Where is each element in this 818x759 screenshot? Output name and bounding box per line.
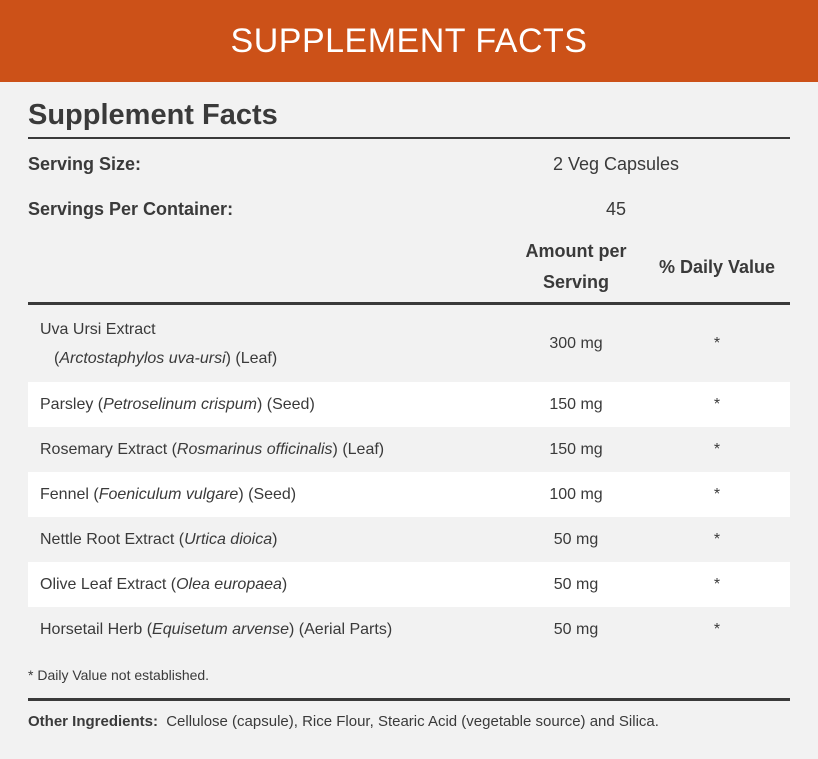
ingredient-amount: 50 mg	[553, 620, 599, 638]
ingredient-daily-value: *	[713, 395, 721, 413]
ingredient-amount: 300 mg	[549, 334, 603, 352]
serving-size-value: 2 Veg Capsules	[552, 154, 680, 174]
divider	[28, 137, 790, 139]
ingredient-name: Uva Ursi Extract (Arctostaphylos uva-urs…	[40, 320, 278, 367]
table-row: Rosemary Extract (Rosmarinus officinalis…	[28, 427, 790, 472]
servings-per-container-row: Servings Per Container: 45	[28, 187, 790, 232]
servings-per-container-label: Servings Per Container:	[28, 199, 234, 219]
ingredient-daily-value: *	[713, 575, 721, 593]
col-amount-header: Amount per Serving	[525, 241, 627, 292]
table-row: Fennel (Foeniculum vulgare) (Seed) 100 m…	[28, 472, 790, 517]
ingredient-name: Parsley (Petroselinum crispum) (Seed)	[40, 396, 315, 413]
ingredient-daily-value: *	[713, 530, 721, 548]
table-row: Olive Leaf Extract (Olea europaea) 50 mg…	[28, 562, 790, 607]
table-header: Amount per Serving % Daily Value	[28, 232, 790, 302]
serving-size-label: Serving Size:	[28, 154, 142, 174]
table-row: Parsley (Petroselinum crispum) (Seed) 15…	[28, 382, 790, 427]
panel-title: Supplement Facts	[28, 99, 278, 131]
ingredient-daily-value: *	[713, 485, 721, 503]
ingredient-amount: 150 mg	[549, 395, 603, 413]
divider	[28, 698, 790, 701]
servings-per-container-value: 45	[605, 199, 627, 219]
ingredient-daily-value: *	[713, 620, 721, 638]
col-daily-value-header: % Daily Value	[658, 256, 776, 277]
ingredient-amount: 150 mg	[549, 440, 603, 458]
divider	[28, 302, 790, 305]
daily-value-footnote: * Daily Value not established.	[28, 667, 210, 683]
ingredient-daily-value: *	[713, 334, 721, 352]
other-ingredients-label: Other Ingredients:	[28, 713, 159, 730]
ingredient-name: Nettle Root Extract (Urtica dioica)	[40, 531, 278, 548]
ingredient-amount: 100 mg	[549, 485, 603, 503]
banner: SUPPLEMENT FACTS	[0, 0, 818, 82]
ingredient-amount: 50 mg	[553, 530, 599, 548]
ingredient-amount: 50 mg	[553, 575, 599, 593]
other-ingredients-text: Cellulose (capsule), Rice Flour, Stearic…	[166, 713, 659, 730]
ingredient-name: Olive Leaf Extract (Olea europaea)	[40, 576, 288, 593]
ingredient-name: Horsetail Herb (Equisetum arvense) (Aeri…	[40, 621, 393, 638]
table-row: Uva Ursi Extract (Arctostaphylos uva-urs…	[28, 305, 790, 382]
ingredient-name: Fennel (Foeniculum vulgare) (Seed)	[40, 486, 297, 503]
table-row: Nettle Root Extract (Urtica dioica) 50 m…	[28, 517, 790, 562]
table-row: Horsetail Herb (Equisetum arvense) (Aeri…	[28, 607, 790, 652]
banner-title: SUPPLEMENT FACTS	[230, 21, 588, 60]
ingredient-name: Rosemary Extract (Rosmarinus officinalis…	[40, 441, 385, 458]
other-ingredients: Other Ingredients: Cellulose (capsule), …	[28, 701, 790, 730]
ingredient-daily-value: *	[713, 440, 721, 458]
ingredient-table: Uva Ursi Extract (Arctostaphylos uva-urs…	[28, 305, 790, 652]
serving-size-row: Serving Size: 2 Veg Capsules	[28, 142, 790, 187]
supplement-facts-panel: Supplement Facts Serving Size: 2 Veg Cap…	[28, 82, 790, 730]
